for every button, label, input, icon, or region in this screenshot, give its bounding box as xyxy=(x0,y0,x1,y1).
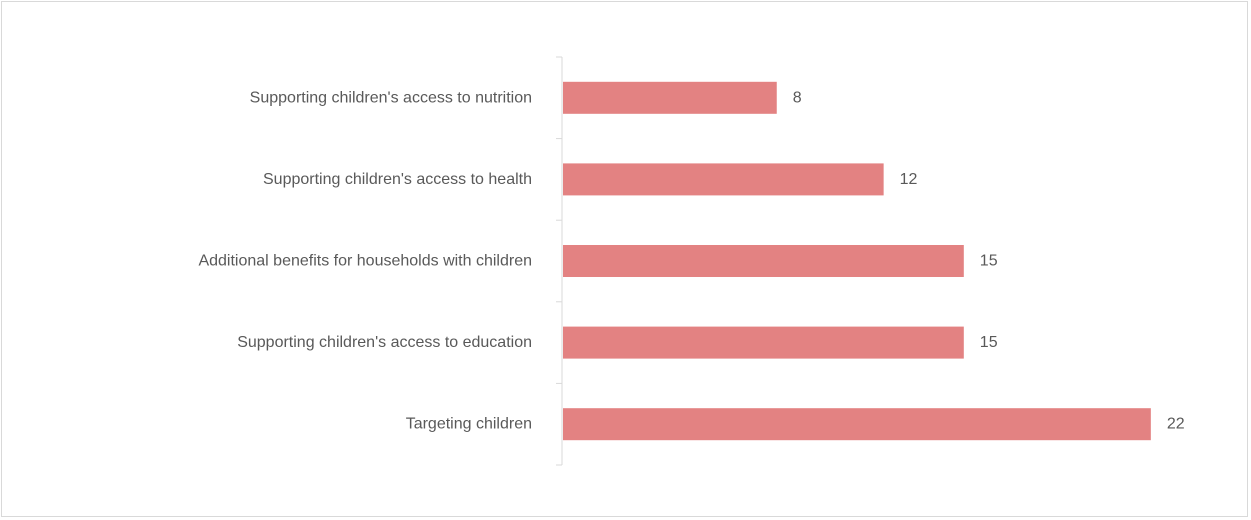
category-label: Supporting children's access to nutritio… xyxy=(250,89,532,106)
data-label: 15 xyxy=(980,253,998,270)
data-label: 15 xyxy=(980,334,998,351)
bar xyxy=(563,326,964,359)
category-label: Supporting children's access to educatio… xyxy=(237,334,532,351)
data-label: 12 xyxy=(900,171,918,188)
bar xyxy=(563,408,1151,441)
category-label: Supporting children's access to health xyxy=(263,171,532,188)
bar xyxy=(563,81,777,114)
bar xyxy=(563,245,964,277)
data-label: 8 xyxy=(793,89,802,106)
bar xyxy=(563,163,884,196)
category-label: Targeting children xyxy=(406,416,532,433)
data-label: 22 xyxy=(1167,416,1185,433)
category-label: Additional benefits for households with … xyxy=(198,253,532,270)
